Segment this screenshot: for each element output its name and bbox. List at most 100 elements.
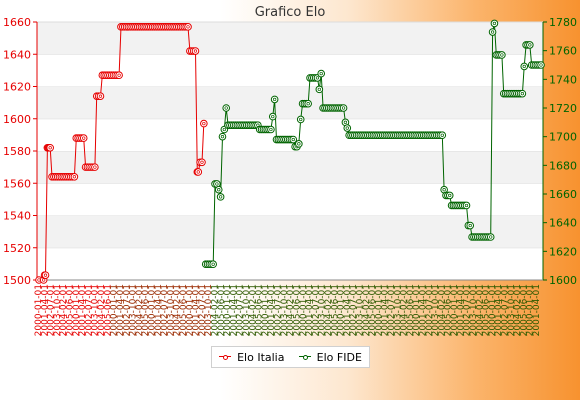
x-tick-label: 2002-07-01 bbox=[160, 284, 170, 336]
x-tick-label: 2005-06-01 bbox=[444, 284, 454, 336]
data-point-fide bbox=[526, 41, 534, 49]
data-point-inner-italia bbox=[200, 160, 204, 164]
x-tick-label: 2005-06-01 bbox=[66, 284, 76, 336]
data-point-inner-fide bbox=[490, 30, 495, 34]
x-tick-label: 2004-02-01 bbox=[173, 284, 183, 336]
data-point-inner-fide bbox=[468, 223, 472, 228]
data-point-fide bbox=[216, 193, 225, 201]
x-tick-label: 2004-02-01 bbox=[135, 284, 145, 336]
data-point-fide bbox=[268, 112, 277, 121]
x-tick-label: 2002-07-01 bbox=[122, 284, 132, 336]
x-tick-label: 2002-07-01 bbox=[387, 284, 397, 336]
x-tick-label: 2000-01-01 bbox=[148, 284, 158, 336]
right-tick-label: 1760 bbox=[549, 45, 577, 58]
data-point-italia bbox=[191, 47, 200, 55]
x-tick-label: 2000-01-01 bbox=[337, 284, 347, 336]
data-point-inner-italia bbox=[196, 170, 200, 174]
x-tick-label: 2000-01-01 bbox=[72, 284, 82, 336]
x-tick-label: 2001-04-01 bbox=[381, 284, 391, 336]
grid-band bbox=[37, 118, 543, 151]
x-tick-label: 2002-07-01 bbox=[463, 284, 473, 336]
x-tick-label: 2003-10-01 bbox=[242, 284, 252, 336]
x-tick-label: 2000-01-01 bbox=[299, 284, 309, 336]
data-point-inner-fide bbox=[299, 117, 303, 122]
data-point-fide bbox=[222, 104, 231, 112]
data-point-inner-italia bbox=[202, 121, 206, 126]
data-point-inner-fide bbox=[269, 127, 273, 132]
x-tick-label: 2005-06-01 bbox=[141, 284, 151, 336]
legend-item-italia: Elo Italia bbox=[219, 351, 284, 364]
x-tick-label: 2004-02-01 bbox=[362, 284, 372, 336]
x-tick-label: 2002-07-01 bbox=[311, 284, 321, 336]
x-tick-label: 2005-06-01 bbox=[293, 284, 303, 336]
x-tick-label: 2002-07-01 bbox=[84, 284, 94, 336]
data-point-italia bbox=[46, 143, 54, 152]
left-tick-label: 1560 bbox=[3, 177, 31, 190]
grid-band bbox=[37, 22, 543, 55]
data-point-inner-fide bbox=[306, 102, 310, 106]
data-point-fide bbox=[270, 95, 279, 104]
left-tick-label: 1580 bbox=[3, 145, 31, 158]
left-tick-label: 1540 bbox=[3, 210, 31, 223]
x-tick-label: 2000-01-01 bbox=[110, 284, 120, 336]
data-point-inner-fide bbox=[464, 203, 469, 208]
x-tick-label: 2004-02-01 bbox=[97, 284, 107, 336]
data-point-inner-fide bbox=[489, 235, 493, 239]
x-tick-label: 2003-10-01 bbox=[53, 284, 63, 336]
grid-band bbox=[37, 183, 543, 216]
data-point-fide bbox=[289, 135, 298, 144]
x-tick-label: 2003-10-01 bbox=[280, 284, 290, 336]
x-tick-label: 2000-01-01 bbox=[261, 284, 271, 336]
data-point-inner-fide bbox=[539, 63, 543, 67]
data-point-fide bbox=[214, 185, 223, 194]
x-tick-label: 2003-10-01 bbox=[393, 284, 403, 336]
data-point-inner-fide bbox=[220, 135, 225, 139]
x-tick-label: 2000-01-01 bbox=[526, 284, 536, 336]
x-tick-label: 2001-04-01 bbox=[78, 284, 88, 336]
x-tick-label: 2004-02-01 bbox=[324, 284, 334, 336]
x-tick-label: 2003-10-01 bbox=[318, 284, 328, 336]
right-tick-label: 1640 bbox=[549, 217, 577, 230]
x-tick-label: 2000-01-01 bbox=[412, 284, 422, 336]
data-point-inner-italia bbox=[98, 94, 103, 98]
left-tick-label: 1600 bbox=[3, 113, 31, 126]
x-tick-label: 2001-04-01 bbox=[343, 284, 353, 336]
data-point-inner-italia bbox=[43, 273, 48, 277]
data-point-fide bbox=[518, 89, 527, 98]
x-tick-label: 2000-01-01 bbox=[185, 284, 195, 336]
right-tick-label: 1720 bbox=[549, 102, 577, 115]
x-tick-label: 2002-07-01 bbox=[198, 284, 208, 336]
x-tick-label: 2004-02-01 bbox=[248, 284, 258, 336]
x-tick-label: 2005-06-01 bbox=[406, 284, 416, 336]
x-tick-label: 2002-07-01 bbox=[425, 284, 435, 336]
legend-label-italia: Elo Italia bbox=[237, 350, 285, 364]
x-tick-label: 2003-10-01 bbox=[129, 284, 139, 336]
data-point-inner-italia bbox=[93, 165, 97, 169]
data-point-fide bbox=[438, 131, 447, 140]
data-point-italia bbox=[70, 173, 79, 181]
x-tick-label: 2005-06-01 bbox=[368, 284, 378, 336]
chart-legend: Elo Italia Elo FIDE bbox=[211, 346, 370, 368]
data-point-inner-fide bbox=[520, 92, 525, 96]
data-point-inner-fide bbox=[319, 71, 323, 76]
data-point-inner-italia bbox=[193, 49, 198, 53]
grid-band bbox=[37, 215, 543, 248]
x-tick-label: 2003-10-01 bbox=[356, 284, 366, 336]
data-point-inner-italia bbox=[48, 146, 52, 150]
x-tick-label: 2001-04-01 bbox=[116, 284, 126, 336]
data-point-inner-fide bbox=[442, 188, 446, 192]
x-tick-label: 2004-02-01 bbox=[400, 284, 410, 336]
data-point-fide bbox=[209, 260, 217, 269]
data-point-inner-italia bbox=[82, 136, 86, 140]
data-point-italia bbox=[79, 134, 88, 142]
data-point-inner-italia bbox=[72, 175, 77, 179]
x-tick-label: 2001-04-01 bbox=[229, 284, 239, 336]
data-point-italia bbox=[194, 168, 203, 176]
x-tick-label: 2001-04-01 bbox=[532, 284, 542, 336]
data-point-fide bbox=[339, 104, 348, 112]
chart-title: Grafico Elo bbox=[255, 5, 326, 20]
x-tick-label: 2005-06-01 bbox=[217, 284, 227, 336]
x-tick-label: 2002-07-01 bbox=[349, 284, 359, 336]
